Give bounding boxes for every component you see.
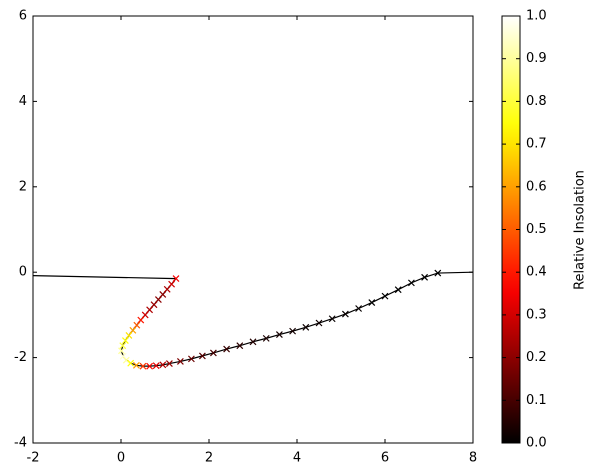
data-point xyxy=(355,305,363,312)
data-point xyxy=(129,326,137,334)
data-point xyxy=(328,315,336,323)
data-point xyxy=(159,361,167,369)
y-tick-label: 6 xyxy=(19,9,27,24)
y-tick-label: 0 xyxy=(19,265,27,280)
colorbar-tick-label: 1.0 xyxy=(526,9,547,24)
colorbar-tick-label: 0.7 xyxy=(526,137,547,152)
data-point xyxy=(172,275,180,283)
data-point xyxy=(132,361,140,369)
x-tick-label: 4 xyxy=(293,451,301,466)
data-point xyxy=(223,345,231,353)
data-point xyxy=(236,342,244,350)
data-point xyxy=(198,352,206,360)
data-point xyxy=(176,358,184,365)
data-point xyxy=(137,316,145,324)
y-tick-label: 4 xyxy=(19,94,27,109)
data-point xyxy=(139,362,147,370)
data-point xyxy=(262,334,270,342)
data-point xyxy=(165,360,173,368)
plot-area xyxy=(33,16,473,443)
data-point xyxy=(302,323,310,331)
colorbar-tick-label: 0.5 xyxy=(526,222,547,237)
colorbar-tick-label: 0.1 xyxy=(526,393,547,408)
data-point xyxy=(122,356,130,364)
data-point xyxy=(187,355,195,363)
data-point xyxy=(146,362,154,370)
data-point xyxy=(421,273,429,281)
colorbar-tick-label: 0.9 xyxy=(526,51,547,66)
data-point xyxy=(152,362,160,370)
data-point xyxy=(407,279,415,287)
data-point xyxy=(118,347,125,355)
plot-frame xyxy=(32,15,474,444)
data-point xyxy=(127,359,135,367)
colorbar-tick-label: 0.4 xyxy=(526,265,547,280)
data-point xyxy=(289,327,297,335)
data-point xyxy=(341,310,349,318)
data-point xyxy=(119,342,127,350)
colorbar-tick-label: 0.3 xyxy=(526,307,547,322)
x-tick-label: 0 xyxy=(117,451,125,466)
colorbar-tick-label: 0.2 xyxy=(526,350,547,365)
colorbar-tick-label: 0.6 xyxy=(526,179,547,194)
colorbar-label: Relative Insolation xyxy=(573,170,588,290)
data-point xyxy=(209,349,217,357)
data-point xyxy=(275,331,283,338)
data-point xyxy=(434,269,442,277)
data-point xyxy=(133,321,141,329)
data-point xyxy=(381,292,389,300)
x-tick-label: 2 xyxy=(205,451,213,466)
data-point xyxy=(125,331,133,339)
x-tick-label: -2 xyxy=(27,451,40,466)
y-tick-label: -4 xyxy=(14,436,27,451)
x-tick-label: 6 xyxy=(381,451,389,466)
y-tick-label: 2 xyxy=(19,179,27,194)
data-point xyxy=(249,338,257,346)
y-tick-label: -2 xyxy=(14,350,27,365)
data-point xyxy=(394,286,402,294)
colorbar-tick-label: 0.8 xyxy=(526,94,547,109)
colorbar-tick-label: 0.0 xyxy=(526,436,547,451)
data-point xyxy=(368,299,376,306)
data-point xyxy=(315,319,323,327)
data-point xyxy=(121,337,129,344)
x-tick-label: 8 xyxy=(469,451,477,466)
